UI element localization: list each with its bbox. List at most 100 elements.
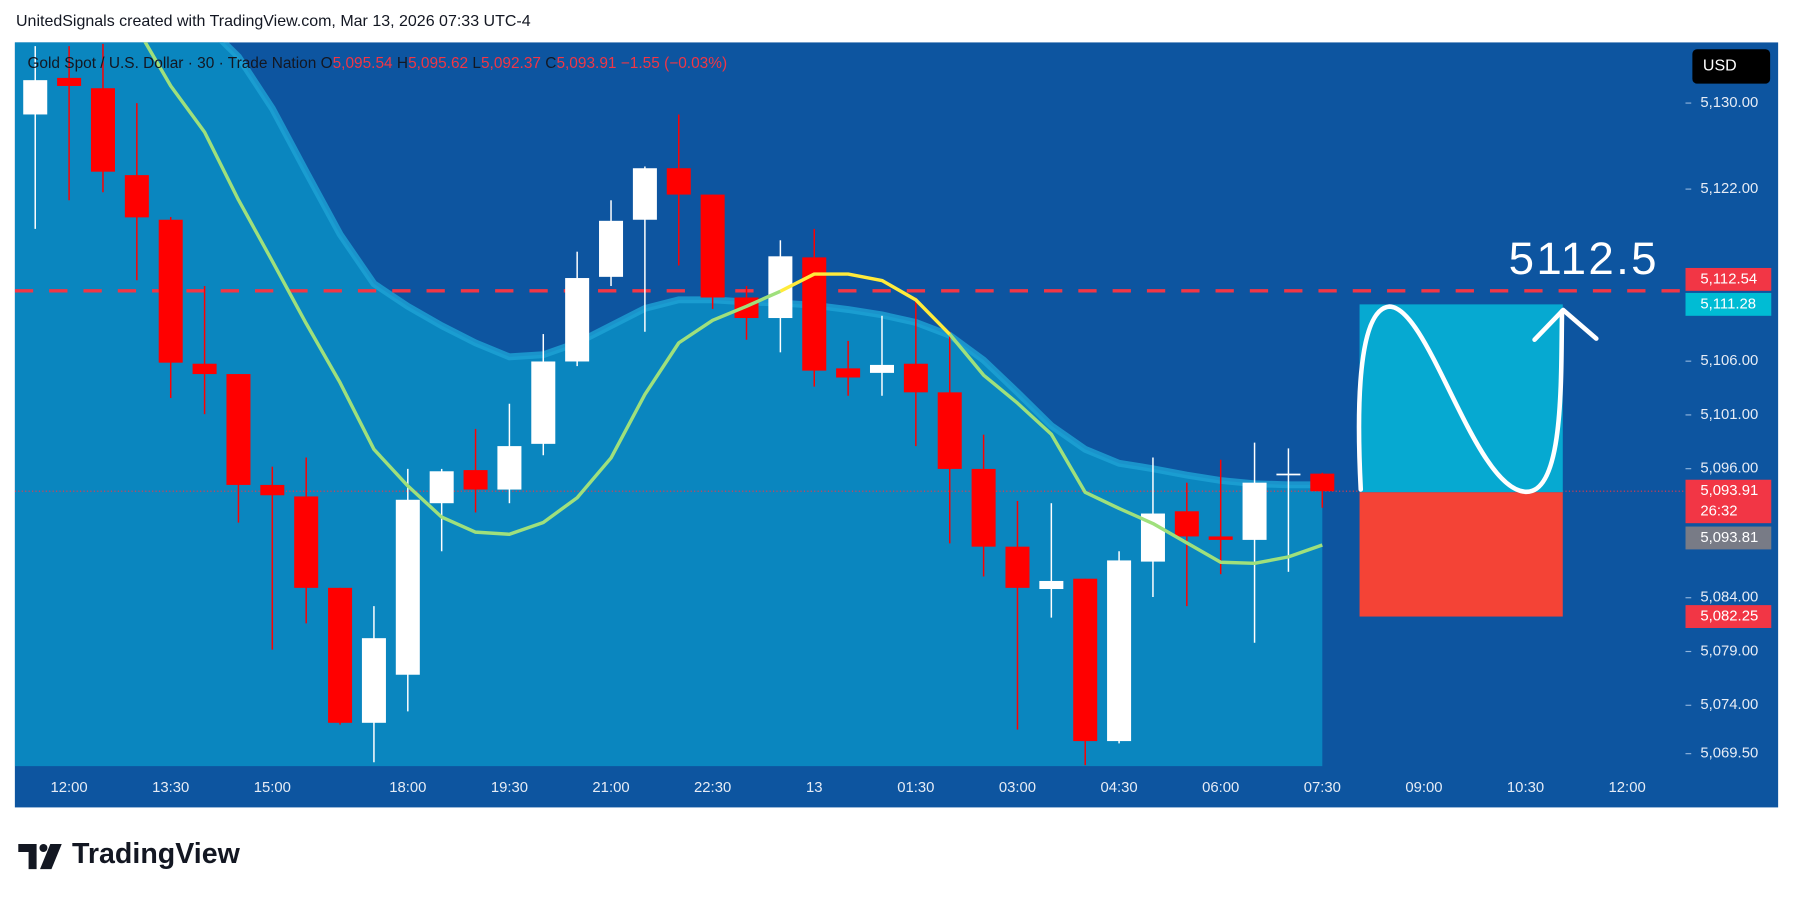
candle-body [903,363,928,393]
brand: TradingView [72,838,241,870]
candle-body [1073,578,1098,742]
candle-body [395,499,420,675]
legend: Gold Spot / U.S. Dollar · 30 · Trade Nat… [27,55,727,72]
x-tick-label: 03:00 [999,780,1036,796]
logo-part [18,844,37,870]
candle-body [1276,473,1301,476]
candle-body [1174,511,1199,537]
candle-body [226,374,251,485]
y-tick-label: 5,084.00 [1700,590,1758,606]
currency-box [1692,49,1771,84]
candle-body [971,468,996,547]
candle-body [57,77,82,86]
price-tag [1685,526,1772,550]
price-tag-countdown: 26:32 [1700,504,1737,520]
legend-value: 5,092.37 [481,55,541,72]
price-tag-label: 5,112.54 [1700,271,1757,287]
legend-key: L [472,55,481,72]
overlay: 5,130.00 5,122.00 5,106.00 5,101.00 5,096.00… [51,95,1772,796]
logo-part [39,844,48,853]
candle-body [124,175,149,218]
candle-body [1242,482,1267,540]
candle-body [599,220,624,277]
x-tick-label: 01:30 [897,780,934,796]
legend-key: O [321,55,333,72]
candle-body [361,638,386,723]
price-tag [1685,479,1772,524]
drawn-curve [1356,304,1565,495]
y-tick-label: 5,101.00 [1700,407,1758,423]
price-tag [1685,292,1772,316]
candle-body [565,278,590,362]
candle-body [23,80,48,115]
plot-area [14,42,1686,767]
position-target [1359,304,1563,493]
legend-value: 5,093.91 [556,55,616,72]
x-tick-label: 21:00 [592,780,629,796]
candle-body [497,446,522,490]
currency: USD [1703,58,1737,75]
logo-part [40,844,62,870]
y-tick-label: 5,096.00 [1700,461,1758,477]
legend-value: 5,095.54 [333,55,393,72]
candle-body [700,194,725,298]
price-tag [1685,267,1772,291]
candle-body [531,361,556,444]
candle-body [666,168,691,195]
legend-change: −1.55 (−0.03%) [621,55,727,72]
y-tick-label: 5,074.00 [1700,697,1758,713]
price-tag-label: 5,082.25 [1700,608,1758,624]
ma-line [143,42,1323,566]
x-tick-label: 13 [806,780,823,796]
x-tick-label: 10:30 [1507,780,1544,796]
candle-body [836,368,861,378]
x-tick-label: 06:00 [1202,780,1239,796]
candle-body [429,471,454,504]
candle-body [1310,473,1335,492]
position-stop [1359,492,1563,617]
annotation: 5112.5 [1509,233,1659,284]
candle-body [1208,536,1233,540]
x-tick-label: 07:30 [1304,780,1341,796]
band-edge [218,42,1323,489]
y-tick-label: 5,130.00 [1700,95,1758,111]
ma-line [779,272,951,336]
x-tick-label: 13:30 [152,780,189,796]
candle-body [192,363,217,375]
candle-body [294,496,319,588]
candle-body [1107,560,1132,742]
x-tick-label: 12:00 [51,780,88,796]
y-tick-label: 5,079.00 [1700,643,1758,659]
y-tick-label: 5,122.00 [1700,181,1758,197]
legend-symbol: Gold Spot / U.S. Dollar · 30 · Trade Nat… [27,55,316,72]
legend-key: H [397,55,408,72]
candle-body [869,364,894,373]
brand-logo [18,844,62,870]
drawn-arrow [1532,307,1599,343]
x-tick-label: 19:30 [491,780,528,796]
candle-body [158,219,183,363]
candle-body [1005,546,1030,588]
price-tag-label: 5,093.91 [1700,483,1758,499]
x-tick-label: 15:00 [254,780,291,796]
x-tick-label: 18:00 [389,780,426,796]
candle-body [632,168,657,220]
candle-body [937,392,962,469]
header: UnitedSignals created with TradingView.c… [16,13,531,30]
x-tick-label: 22:30 [694,780,731,796]
y-tick-label: 5,106.00 [1700,353,1758,369]
y-tick-label: 5,069.50 [1700,746,1758,762]
price-tag-label: 5,093.81 [1700,530,1758,546]
candle-body [260,484,285,496]
candle-body [90,88,115,172]
price-tag [1685,605,1772,628]
band-area [14,42,1323,767]
candle-body [328,587,353,723]
x-tick-label: 09:00 [1405,780,1442,796]
x-tick-label: 04:30 [1100,780,1137,796]
candle-body [463,470,488,490]
candle-body [1039,580,1064,590]
legend-key: C [545,55,556,72]
x-tick-label: 12:00 [1609,780,1646,796]
